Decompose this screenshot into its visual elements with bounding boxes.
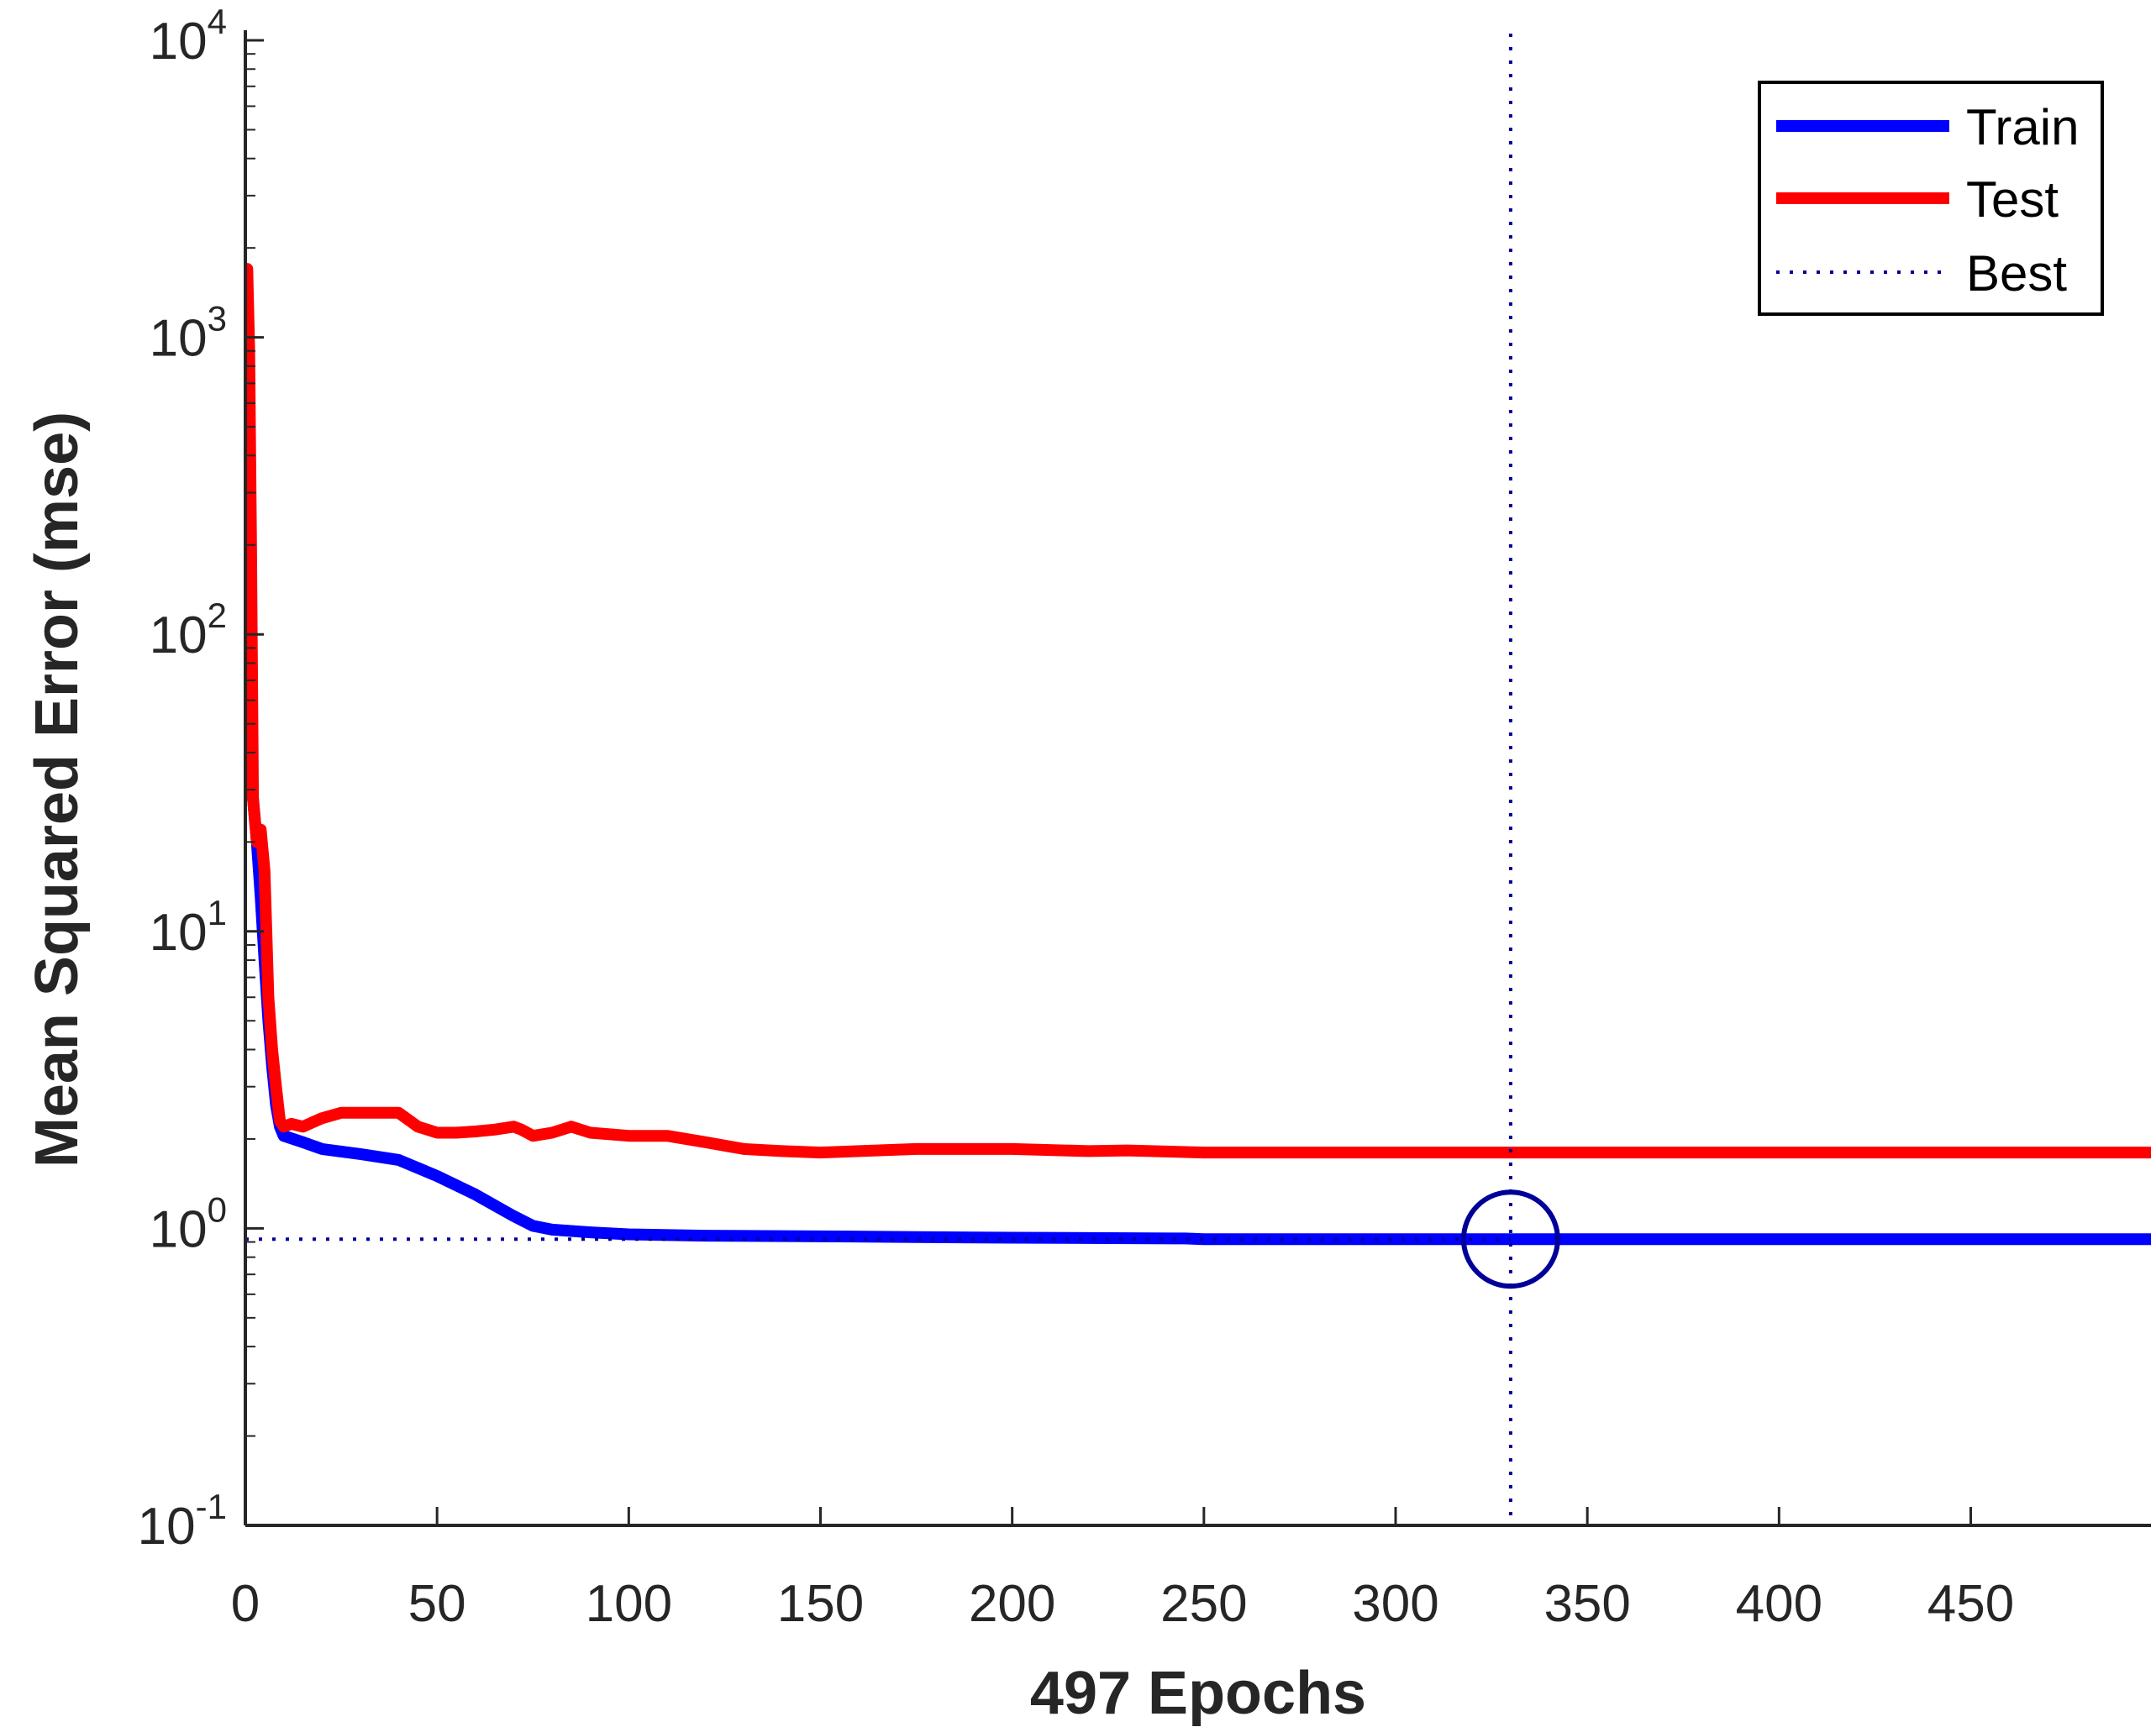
x-tick-label: 150 bbox=[777, 1575, 864, 1633]
x-tick-label: 200 bbox=[969, 1575, 1055, 1633]
legend-label-test: Test bbox=[1966, 171, 2059, 228]
y-tick-label: 101 bbox=[150, 893, 227, 962]
y-tick-label: 103 bbox=[150, 299, 227, 368]
y-tick-label: 100 bbox=[150, 1189, 227, 1258]
x-tick-label: 450 bbox=[1927, 1575, 2014, 1633]
x-tick-label: 300 bbox=[1352, 1575, 1438, 1633]
legend-label-best: Best bbox=[1966, 245, 2067, 302]
plot-area bbox=[245, 34, 2151, 1525]
x-tick-label: 100 bbox=[586, 1575, 672, 1633]
x-tick-label: 400 bbox=[1736, 1575, 1822, 1633]
series-line-test bbox=[245, 263, 2151, 1159]
x-axis-title: 497 Epochs bbox=[1030, 1660, 1366, 1727]
axes: 0 50 100 150 200 250 300 350 400 450 10-1 100 101 102… bbox=[24, 2, 2151, 1727]
legend-label-train: Train bbox=[1966, 99, 2079, 155]
y-tick-label: 104 bbox=[150, 2, 227, 71]
best-point-marker bbox=[1460, 1189, 1560, 1289]
x-tick-label: 0 bbox=[231, 1575, 260, 1633]
x-tick-label: 50 bbox=[408, 1575, 466, 1633]
x-tick-label: 350 bbox=[1543, 1575, 1630, 1633]
y-tick-label: 10-1 bbox=[138, 1487, 227, 1556]
x-tick-label: 250 bbox=[1160, 1575, 1247, 1633]
y-tick-label: 102 bbox=[150, 596, 227, 664]
legend: Train Test Best bbox=[1758, 81, 2104, 316]
y-axis-title: Mean Squared Error (mse) bbox=[24, 412, 91, 1168]
